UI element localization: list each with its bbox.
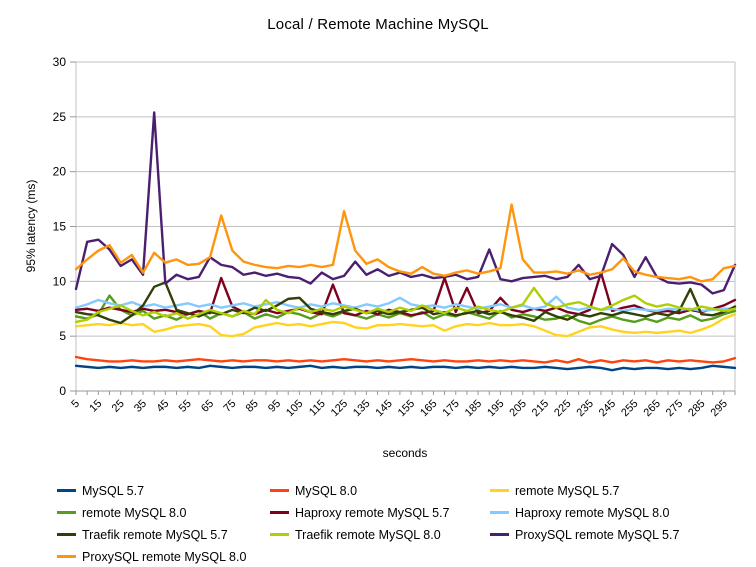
series-line-mysql-8-0 bbox=[74, 355, 737, 364]
y-tick-labels: 0 5 10 15 20 25 30 bbox=[53, 55, 67, 398]
legend-label: Haproxy remote MySQL 5.7 bbox=[295, 505, 450, 520]
legend-item-remote-mysql-5-7: remote MySQL 5.7 bbox=[490, 483, 679, 498]
y-tick-label: 30 bbox=[53, 55, 67, 69]
x-tick-label: 75 bbox=[221, 398, 238, 415]
series-line-proxysql-remote-mysql-5-7 bbox=[74, 111, 737, 295]
y-tick-label: 10 bbox=[53, 274, 67, 288]
legend-swatch-remote-mysql-8-0 bbox=[57, 511, 76, 514]
legend-label: Haproxy remote MySQL 8.0 bbox=[515, 505, 670, 520]
legend-swatch-proxysql-remote-mysql-5-7 bbox=[490, 533, 509, 536]
x-tick-label: 235 bbox=[574, 398, 595, 419]
x-tick-label: 225 bbox=[552, 398, 573, 419]
x-tick-labels: 5 15 25 35 45 55 65 75 85 95 105 115 125 135 145 155 165… bbox=[69, 398, 730, 419]
series-line-remote-mysql-5-7 bbox=[74, 313, 737, 338]
legend-swatch-traefik-remote-mysql-5-7 bbox=[57, 533, 76, 536]
legend-item-haproxy-remote-mysql-8-0: Haproxy remote MySQL 8.0 bbox=[490, 505, 679, 520]
legend-label: MySQL 8.0 bbox=[295, 483, 358, 498]
x-tick-label: 105 bbox=[284, 398, 305, 419]
legend-item-remote-mysql-8-0: remote MySQL 8.0 bbox=[57, 505, 270, 520]
x-tick-label: 285 bbox=[686, 398, 707, 419]
x-tick-label: 165 bbox=[418, 398, 439, 419]
x-tick-label: 195 bbox=[485, 398, 506, 419]
x-tick-label: 25 bbox=[110, 398, 127, 415]
x-tick-label: 245 bbox=[597, 398, 618, 419]
legend-swatch-remote-mysql-5-7 bbox=[490, 489, 509, 492]
series-line-proxysql-remote-mysql-8-0 bbox=[74, 203, 737, 283]
y-tick-label: 15 bbox=[53, 220, 67, 234]
x-tick-label: 125 bbox=[329, 398, 350, 419]
chart-title: Local / Remote Machine MySQL bbox=[267, 16, 489, 33]
legend-swatch-traefik-remote-mysql-8-0 bbox=[270, 533, 289, 536]
y-tick-label: 0 bbox=[59, 384, 66, 398]
legend-item-mysql-5-7: MySQL 5.7 bbox=[57, 483, 270, 498]
legend-swatch-mysql-5-7 bbox=[57, 489, 76, 492]
x-tick-label: 255 bbox=[619, 398, 640, 419]
legend-label: remote MySQL 8.0 bbox=[82, 505, 187, 520]
x-tick-label: 65 bbox=[199, 398, 216, 415]
x-tick-label: 155 bbox=[396, 398, 417, 419]
series-line-traefik-remote-mysql-5-7 bbox=[74, 281, 737, 325]
x-tick-label: 5 bbox=[69, 398, 82, 411]
legend-item-proxysql-remote-mysql-5-7: ProxySQL remote MySQL 5.7 bbox=[490, 527, 679, 542]
legend-item-traefik-remote-mysql-5-7: Traefik remote MySQL 5.7 bbox=[57, 527, 270, 542]
series-line-traefik-remote-mysql-8-0 bbox=[74, 286, 737, 324]
legend-label: ProxySQL remote MySQL 8.0 bbox=[82, 549, 247, 564]
x-tick-label: 85 bbox=[244, 398, 261, 415]
x-tick-label: 35 bbox=[132, 398, 149, 415]
x-tick-label: 95 bbox=[266, 398, 283, 415]
legend-swatch-haproxy-remote-mysql-5-7 bbox=[270, 511, 289, 514]
legend-item-proxysql-remote-mysql-8-0: ProxySQL remote MySQL 8.0 bbox=[57, 549, 270, 564]
x-tick-label: 275 bbox=[664, 398, 685, 419]
series-lines bbox=[74, 111, 737, 372]
legend-label: remote MySQL 5.7 bbox=[515, 483, 620, 498]
y-tick-label: 5 bbox=[59, 329, 66, 343]
x-tick-label: 145 bbox=[373, 398, 394, 419]
series-line-mysql-5-7 bbox=[74, 364, 737, 372]
legend-label: Traefik remote MySQL 8.0 bbox=[295, 527, 441, 542]
y-tick-label: 20 bbox=[53, 165, 67, 179]
legend-label: ProxySQL remote MySQL 5.7 bbox=[515, 527, 680, 542]
x-tick-label: 215 bbox=[530, 398, 551, 419]
x-axis-title: seconds bbox=[382, 446, 428, 460]
legend-label: MySQL 5.7 bbox=[82, 483, 145, 498]
x-tick-label: 15 bbox=[87, 398, 104, 415]
x-tick-label: 265 bbox=[641, 398, 662, 419]
legend: MySQL 5.7 MySQL 8.0 remote MySQL 5.7 remote… bbox=[57, 483, 679, 564]
x-tick-label: 295 bbox=[708, 398, 729, 419]
x-tick-label: 115 bbox=[307, 398, 328, 419]
legend-swatch-mysql-8-0 bbox=[270, 489, 289, 492]
legend-swatch-haproxy-remote-mysql-8-0 bbox=[490, 511, 509, 514]
x-tick-label: 185 bbox=[463, 398, 484, 419]
series-line-haproxy-remote-mysql-5-7 bbox=[74, 271, 737, 317]
legend-item-mysql-8-0: MySQL 8.0 bbox=[270, 483, 490, 498]
axis-ticks bbox=[70, 61, 736, 395]
x-tick-label: 205 bbox=[507, 398, 528, 419]
x-tick-label: 175 bbox=[440, 398, 461, 419]
series-line-haproxy-remote-mysql-8-0 bbox=[74, 295, 737, 313]
x-tick-label: 135 bbox=[351, 398, 372, 419]
legend-swatch-proxysql-remote-mysql-8-0 bbox=[57, 555, 76, 558]
legend-item-haproxy-remote-mysql-5-7: Haproxy remote MySQL 5.7 bbox=[270, 505, 490, 520]
x-tick-label: 55 bbox=[177, 398, 194, 415]
gridlines bbox=[75, 61, 736, 392]
legend-item-traefik-remote-mysql-8-0: Traefik remote MySQL 8.0 bbox=[270, 527, 490, 542]
legend-label: Traefik remote MySQL 5.7 bbox=[82, 527, 228, 542]
x-tick-label: 45 bbox=[154, 398, 171, 415]
y-tick-label: 25 bbox=[53, 110, 67, 124]
